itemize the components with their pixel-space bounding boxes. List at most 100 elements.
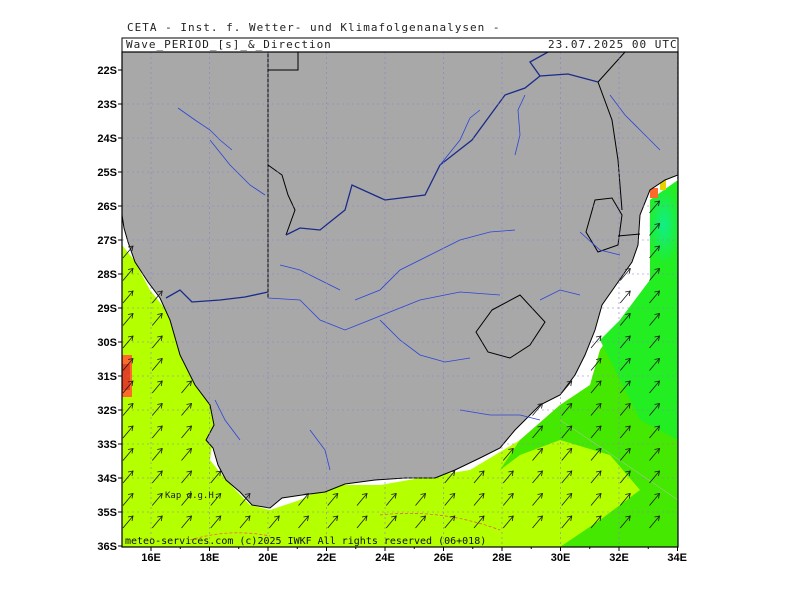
lon-label: 20E — [258, 552, 278, 564]
lat-label: 30S — [97, 337, 117, 349]
wave-arrow — [415, 515, 427, 529]
wave-arrow — [151, 335, 163, 349]
wave-arrow — [181, 447, 193, 461]
wave-arrow — [649, 447, 661, 461]
lon-label: 26E — [434, 552, 454, 564]
wave-arrow — [181, 425, 193, 439]
wave-arrow — [649, 245, 661, 259]
wave-arrow — [327, 492, 339, 506]
wave-arrow — [122, 470, 134, 484]
axis-ticks — [118, 69, 678, 551]
land-mass — [122, 52, 678, 509]
wave-arrow — [532, 447, 544, 461]
wave-arrow — [532, 515, 544, 529]
wave-arrow — [239, 515, 251, 529]
lat-label: 32S — [97, 405, 117, 417]
credit-text: meteo-services.com (c)2025 IWKF All righ… — [125, 536, 486, 547]
wave-arrow — [649, 402, 661, 416]
rivers — [177, 94, 661, 471]
wave-arrow — [590, 470, 602, 484]
wave-arrow — [502, 515, 514, 529]
wave-arrow — [122, 267, 134, 281]
institute-title: CETA - Inst. f. Wetter- und Klimafolgena… — [127, 21, 501, 34]
wave-arrow — [649, 425, 661, 439]
wave-arrow — [473, 470, 485, 484]
wave-arrow — [649, 380, 661, 394]
wave-arrow — [210, 492, 222, 506]
wave-arrow — [619, 470, 631, 484]
place-label: Kap d.g.H. — [165, 491, 219, 501]
wave-arrow — [356, 515, 368, 529]
wave-arrow — [122, 425, 134, 439]
lat-label: 28S — [97, 269, 117, 281]
wave-arrow — [619, 267, 631, 281]
wave-arrow — [590, 380, 602, 394]
wave-arrow — [649, 222, 661, 236]
wave-arrow — [590, 425, 602, 439]
lat-label: 36S — [97, 541, 117, 553]
wave-arrow — [590, 357, 602, 371]
lat-label: 26S — [97, 201, 117, 213]
wave-arrow — [122, 447, 134, 461]
wave-arrow — [239, 492, 251, 506]
wave-arrow — [181, 402, 193, 416]
wave-arrow — [151, 470, 163, 484]
wave-arrow — [590, 402, 602, 416]
wave-arrow — [619, 290, 631, 304]
wave-arrow — [151, 425, 163, 439]
wave-arrow — [415, 492, 427, 506]
wave-arrow — [502, 492, 514, 506]
wave-arrow — [327, 515, 339, 529]
wave-arrow — [649, 290, 661, 304]
lon-label: 32E — [609, 552, 629, 564]
wave-arrow — [181, 380, 193, 394]
wave-arrow — [122, 245, 134, 259]
wave-arrow — [151, 492, 163, 506]
lon-label: 22E — [317, 552, 337, 564]
wave-arrow — [649, 357, 661, 371]
wave-arrow — [590, 492, 602, 506]
latitude-labels: 22S 23S 24S 25S 26S 27S 28S 29S 30S 31S 32S 33S 34S 3… — [97, 65, 117, 553]
wave-arrow — [619, 357, 631, 371]
wave-arrow — [561, 470, 573, 484]
wave-arrow — [619, 492, 631, 506]
lat-label: 33S — [97, 439, 117, 451]
wave-arrow — [151, 357, 163, 371]
wave-direction-arrows — [122, 200, 661, 529]
wave-arrow — [649, 200, 661, 214]
lon-label: 18E — [200, 552, 220, 564]
lon-label: 28E — [492, 552, 512, 564]
wave-arrow — [122, 515, 134, 529]
wave-arrow — [122, 402, 134, 416]
wave-arrow — [298, 492, 310, 506]
wave-arrow — [561, 380, 573, 394]
wave-arrow — [649, 515, 661, 529]
wave-arrow — [532, 425, 544, 439]
wave-arrow — [590, 447, 602, 461]
wave-arrow — [561, 492, 573, 506]
lat-label: 22S — [97, 65, 117, 77]
wave-arrow — [356, 492, 368, 506]
wave-arrow — [619, 447, 631, 461]
header-box — [121, 37, 679, 53]
wave-arrow — [561, 515, 573, 529]
wave-arrow — [268, 515, 280, 529]
wave-arrow — [385, 492, 397, 506]
wave-arrow — [649, 492, 661, 506]
lat-label: 34S — [97, 473, 117, 485]
wave-arrow — [385, 515, 397, 529]
wave-arrow — [151, 402, 163, 416]
wave-arrow — [649, 312, 661, 326]
wave-arrow — [444, 470, 456, 484]
wave-arrow — [151, 515, 163, 529]
lat-label: 23S — [97, 99, 117, 111]
product-title: Wave_PERIOD_[s]_&_Direction — [126, 38, 332, 51]
wave-arrow — [151, 312, 163, 326]
lat-label: 24S — [97, 133, 117, 145]
wave-arrow — [210, 515, 222, 529]
wave-arrow — [532, 492, 544, 506]
lat-label: 29S — [97, 303, 117, 315]
wave-arrow — [122, 357, 134, 371]
national-borders-blue — [165, 52, 599, 303]
